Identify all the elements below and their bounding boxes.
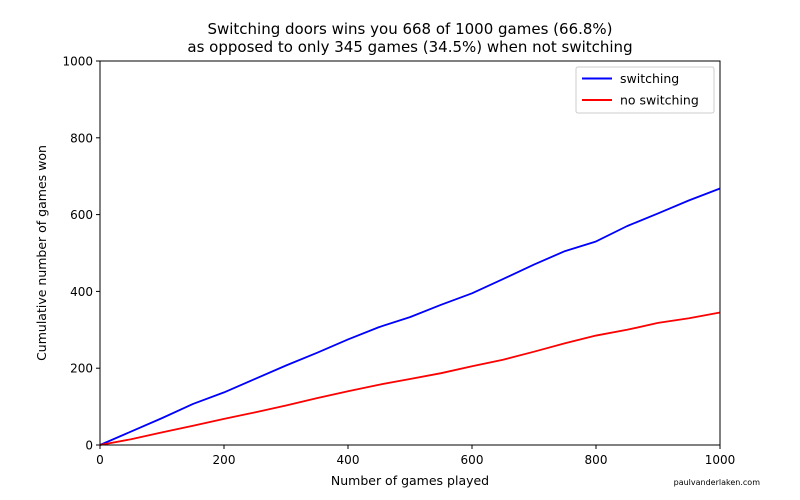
series-line-no-switching bbox=[99, 311, 721, 446]
y-tick-label: 1000 bbox=[62, 55, 93, 69]
y-tick-label: 400 bbox=[70, 285, 93, 299]
legend: switching no switching bbox=[575, 66, 715, 114]
series-line-switching bbox=[99, 187, 721, 446]
y-tick-label: 800 bbox=[70, 131, 93, 145]
y-axis: 0 200 400 600 800 1000 bbox=[62, 55, 100, 453]
chart-title-line-1: Switching doors wins you 668 of 1000 gam… bbox=[207, 20, 612, 38]
x-tick-label: 800 bbox=[585, 453, 608, 467]
y-tick-label: 0 bbox=[85, 439, 93, 453]
legend-label-no-switching: no switching bbox=[620, 93, 699, 108]
y-tick-label: 200 bbox=[70, 362, 93, 376]
watermark: paulvanderlaken.com bbox=[674, 478, 761, 487]
x-tick-label: 0 bbox=[96, 453, 104, 467]
legend-label-switching: switching bbox=[620, 71, 679, 86]
x-tick-label: 200 bbox=[213, 453, 236, 467]
y-tick-label: 600 bbox=[70, 208, 93, 222]
chart-title-line-2: as opposed to only 345 games (34.5%) whe… bbox=[187, 38, 632, 56]
x-axis: 0 200 400 600 800 1000 bbox=[96, 445, 735, 467]
x-tick-label: 1000 bbox=[705, 453, 736, 467]
x-tick-label: 600 bbox=[461, 453, 484, 467]
y-axis-label: Cumulative number of games won bbox=[34, 145, 49, 361]
plot-area bbox=[99, 187, 721, 446]
x-axis-label: Number of games played bbox=[331, 473, 489, 488]
plot-frame bbox=[99, 60, 721, 446]
x-tick-label: 400 bbox=[337, 453, 360, 467]
